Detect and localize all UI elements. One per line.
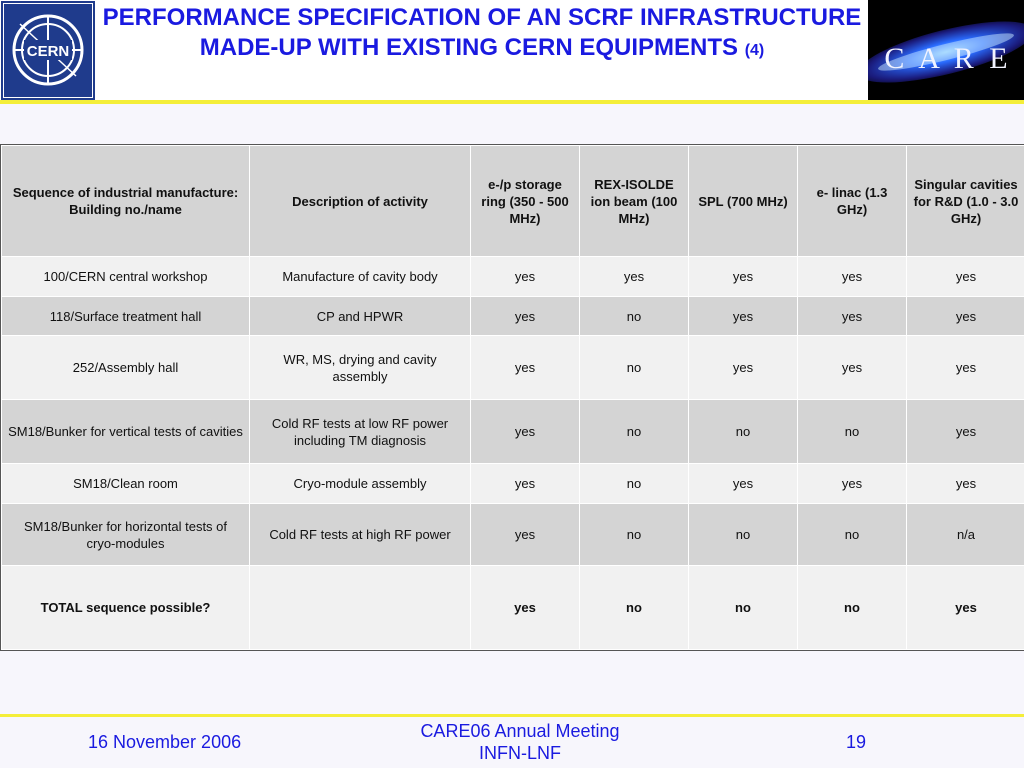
cell: SM18/Bunker for vertical tests of caviti… bbox=[1, 399, 250, 464]
header-divider bbox=[0, 100, 1024, 104]
header-activity: Description of activity bbox=[249, 145, 471, 257]
cell: yes bbox=[470, 335, 580, 400]
slide-header bbox=[0, 0, 1024, 101]
cell: Cold RF tests at high RF power bbox=[249, 503, 471, 566]
cell: yes bbox=[688, 296, 798, 336]
header-building: Sequence of industrial manufacture: Buil… bbox=[1, 145, 250, 257]
cell: yes bbox=[797, 296, 907, 336]
cell: yes bbox=[470, 399, 580, 464]
cell: yes bbox=[906, 296, 1024, 336]
footer-meeting: CARE06 Annual Meeting INFN-LNF bbox=[380, 720, 660, 764]
cell: yes bbox=[906, 399, 1024, 464]
cell: yes bbox=[470, 565, 580, 650]
spec-table-container: Sequence of industrial manufacture: Buil… bbox=[0, 144, 1024, 651]
cell: yes bbox=[688, 256, 798, 297]
cell: 100/CERN central workshop bbox=[1, 256, 250, 297]
cell: 252/Assembly hall bbox=[1, 335, 250, 400]
cell: TOTAL sequence possible? bbox=[1, 565, 250, 650]
cell: no bbox=[579, 503, 689, 566]
cell: no bbox=[579, 335, 689, 400]
cell: Cryo-module assembly bbox=[249, 463, 471, 504]
cell: no bbox=[688, 503, 798, 566]
page-number: 19 bbox=[846, 732, 867, 752]
cell: yes bbox=[579, 256, 689, 297]
cell bbox=[249, 565, 471, 650]
cell: no bbox=[797, 503, 907, 566]
table-row: SM18/Clean room Cryo-module assembly yes… bbox=[1, 463, 1024, 504]
cell: yes bbox=[688, 335, 798, 400]
cell: yes bbox=[906, 256, 1024, 297]
table-row: 252/Assembly hall WR, MS, drying and cav… bbox=[1, 335, 1024, 400]
cern-logo: CERN bbox=[0, 0, 96, 101]
footer-meeting-line2: INFN-LNF bbox=[479, 743, 561, 763]
cell: no bbox=[579, 296, 689, 336]
footer-divider bbox=[0, 714, 1024, 717]
title-sub: (4) bbox=[744, 42, 765, 59]
table-row: 100/CERN central workshop Manufacture of… bbox=[1, 256, 1024, 297]
header-spl: SPL (700 MHz) bbox=[688, 145, 798, 257]
cell: no bbox=[797, 565, 907, 650]
cell: 118/Surface treatment hall bbox=[1, 296, 250, 336]
cell: yes bbox=[470, 503, 580, 566]
cell: yes bbox=[797, 463, 907, 504]
cell: WR, MS, drying and cavity assembly bbox=[249, 335, 471, 400]
cell: no bbox=[579, 399, 689, 464]
header-singular-cavities: Singular cavities for R&D (1.0 - 3.0 GHz… bbox=[906, 145, 1024, 257]
table-row-total: TOTAL sequence possible? yes no no no ye… bbox=[1, 565, 1024, 650]
cell: no bbox=[579, 463, 689, 504]
cell: yes bbox=[906, 565, 1024, 650]
cell: yes bbox=[688, 463, 798, 504]
header-ep-ring: e-/p storage ring (350 - 500 MHz) bbox=[470, 145, 580, 257]
cell: yes bbox=[797, 256, 907, 297]
cell: SM18/Clean room bbox=[1, 463, 250, 504]
footer-date: 16 November 2006 bbox=[88, 732, 242, 752]
cell: no bbox=[688, 399, 798, 464]
care-logo-text: C A R E bbox=[884, 42, 1011, 75]
table-row: SM18/Bunker for horizontal tests of cryo… bbox=[1, 503, 1024, 566]
cell: yes bbox=[906, 335, 1024, 400]
cell: Cold RF tests at low RF power including … bbox=[249, 399, 471, 464]
table-header-row: Sequence of industrial manufacture: Buil… bbox=[1, 145, 1024, 257]
table-row: 118/Surface treatment hall CP and HPWR y… bbox=[1, 296, 1024, 336]
cell: yes bbox=[470, 296, 580, 336]
header-e-linac: e- linac (1.3 GHz) bbox=[797, 145, 907, 257]
cell: no bbox=[797, 399, 907, 464]
table-row: SM18/Bunker for vertical tests of caviti… bbox=[1, 399, 1024, 464]
cell: yes bbox=[470, 256, 580, 297]
page-title: PERFORMANCE SPECIFICATION OF AN SCRF INF… bbox=[100, 3, 864, 66]
cell: SM18/Bunker for horizontal tests of cryo… bbox=[1, 503, 250, 566]
care-logo: C A R E bbox=[868, 0, 1024, 100]
title-main: PERFORMANCE SPECIFICATION OF AN SCRF INF… bbox=[102, 4, 862, 61]
cell: no bbox=[579, 565, 689, 650]
cern-logo-text: CERN bbox=[27, 43, 70, 60]
cell: CP and HPWR bbox=[249, 296, 471, 336]
cell: yes bbox=[797, 335, 907, 400]
cell: n/a bbox=[906, 503, 1024, 566]
cell: yes bbox=[470, 463, 580, 504]
cell: Manufacture of cavity body bbox=[249, 256, 471, 297]
cell: yes bbox=[906, 463, 1024, 504]
header-rex-isolde: REX-ISOLDE ion beam (100 MHz) bbox=[579, 145, 689, 257]
cell: no bbox=[688, 565, 798, 650]
spec-table: Sequence of industrial manufacture: Buil… bbox=[1, 145, 1024, 650]
footer-meeting-line1: CARE06 Annual Meeting bbox=[420, 721, 620, 741]
